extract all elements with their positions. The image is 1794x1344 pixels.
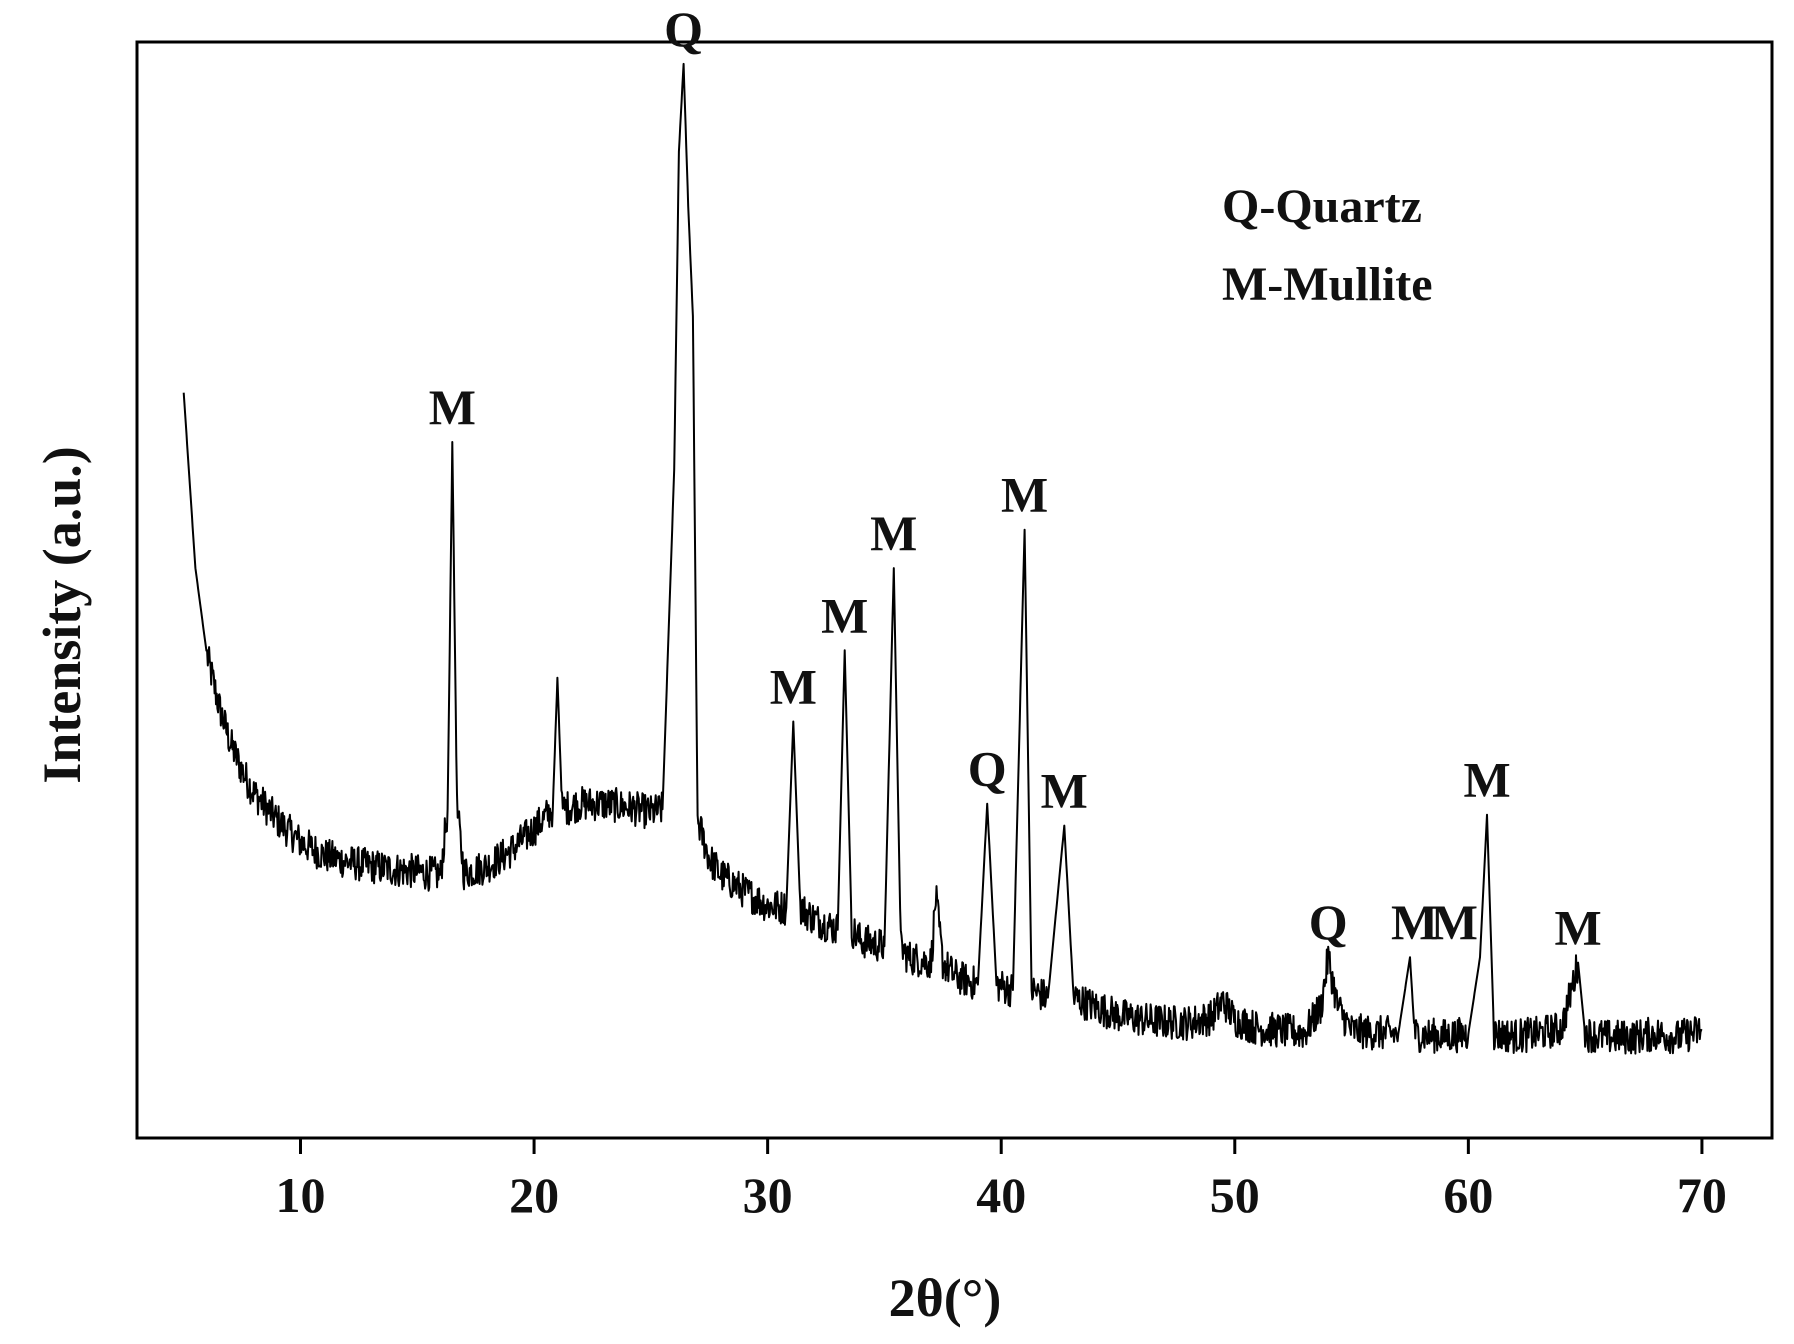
x-tick-label: 60 <box>1443 1167 1493 1223</box>
x-axis-title: 2θ(°) <box>889 1268 1002 1328</box>
peak-label-mullite: M <box>1041 763 1088 819</box>
y-axis-title: Intensity (a.u.) <box>32 446 92 784</box>
x-tick-label: 30 <box>743 1167 793 1223</box>
x-tick-label: 10 <box>276 1167 326 1223</box>
peak-label-quartz: Q <box>1309 894 1348 950</box>
plot-area <box>135 40 1774 1140</box>
x-tick-label: 50 <box>1210 1167 1260 1223</box>
legend-entry-quartz: Q-Quartz <box>1222 180 1422 233</box>
legend: Q-Quartz M-Mullite <box>1222 180 1433 311</box>
xrd-pattern-line <box>182 62 1703 1055</box>
x-tick-label: 40 <box>976 1167 1026 1223</box>
peak-label-mullite: M <box>1001 467 1048 523</box>
x-tick-label: 70 <box>1677 1167 1727 1223</box>
peak-label-mullite: M <box>770 659 817 715</box>
x-tick-label: 20 <box>509 1167 559 1223</box>
peak-label-quartz: Q <box>968 741 1007 797</box>
peak-label-mullite: M <box>1463 752 1510 808</box>
peak-label-quartz: Q <box>664 1 703 57</box>
peak-label-mullite: M <box>821 587 868 643</box>
legend-entry-mullite: M-Mullite <box>1222 258 1433 311</box>
x-axis-ticks: 10 20 30 40 50 60 70 <box>276 1138 1727 1223</box>
peak-label-mullite: M <box>1431 894 1478 950</box>
peak-label-mullite: M <box>429 379 476 435</box>
peak-label-mullite: M <box>1391 894 1438 950</box>
plot-frame <box>135 40 1774 1140</box>
peak-label-mullite: M <box>870 505 917 561</box>
peak-label-mullite: M <box>1555 900 1602 956</box>
